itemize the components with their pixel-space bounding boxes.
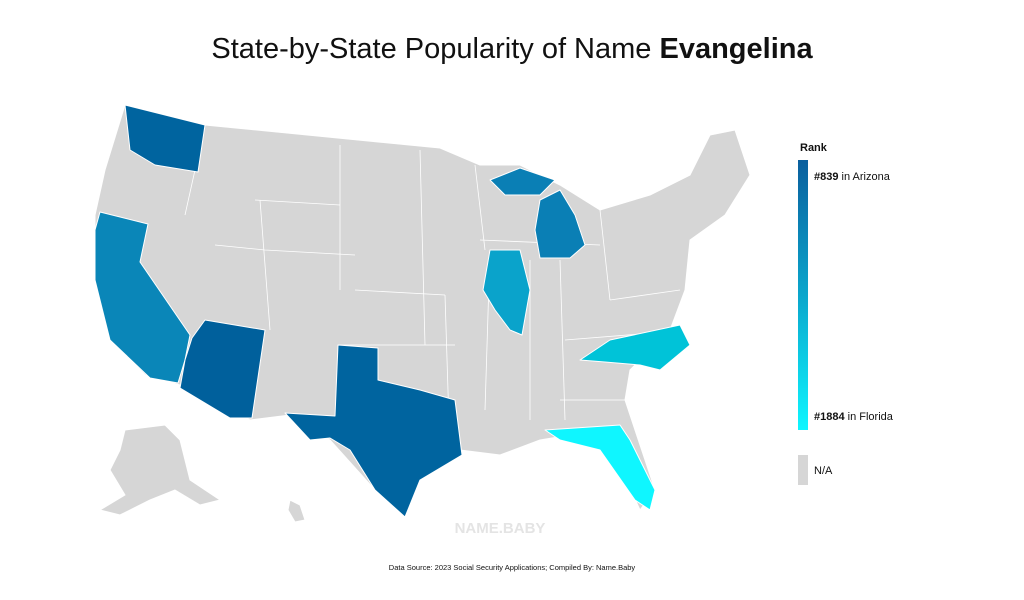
legend-bottom-place: in Florida [848, 411, 894, 423]
legend-title: Rank [800, 142, 828, 154]
state-highlight [124, 104, 206, 173]
map [94, 104, 751, 523]
source: Data Source: 2023 Social Security Applic… [389, 563, 636, 572]
hawaii [287, 499, 306, 523]
state-highlight [534, 189, 586, 259]
state-highlight [489, 167, 556, 196]
legend-na: N/A [814, 465, 833, 477]
title-name: Evangelina [659, 33, 813, 65]
state-highlight [482, 249, 531, 336]
legend-bottom: #1884 in Florida [814, 411, 894, 423]
legend-gradient [798, 160, 808, 430]
legend-bottom-rank: #1884 [814, 411, 845, 423]
state-highlight [179, 319, 266, 419]
legend-top-rank: #839 [814, 171, 838, 183]
title-text: State-by-State Popularity of Name [211, 33, 651, 65]
state-highlight [544, 424, 656, 511]
state-highlight [284, 344, 463, 518]
title: State-by-State Popularity of Name Evange… [211, 33, 813, 65]
legend-top: #839 in Arizona [814, 171, 891, 183]
state-highlight [579, 324, 691, 371]
alaska [99, 424, 221, 516]
legend-top-place: in Arizona [842, 171, 891, 183]
state-highlight [94, 211, 191, 384]
watermark: NAME.BABY [455, 520, 546, 537]
legend-na-swatch [798, 455, 808, 485]
